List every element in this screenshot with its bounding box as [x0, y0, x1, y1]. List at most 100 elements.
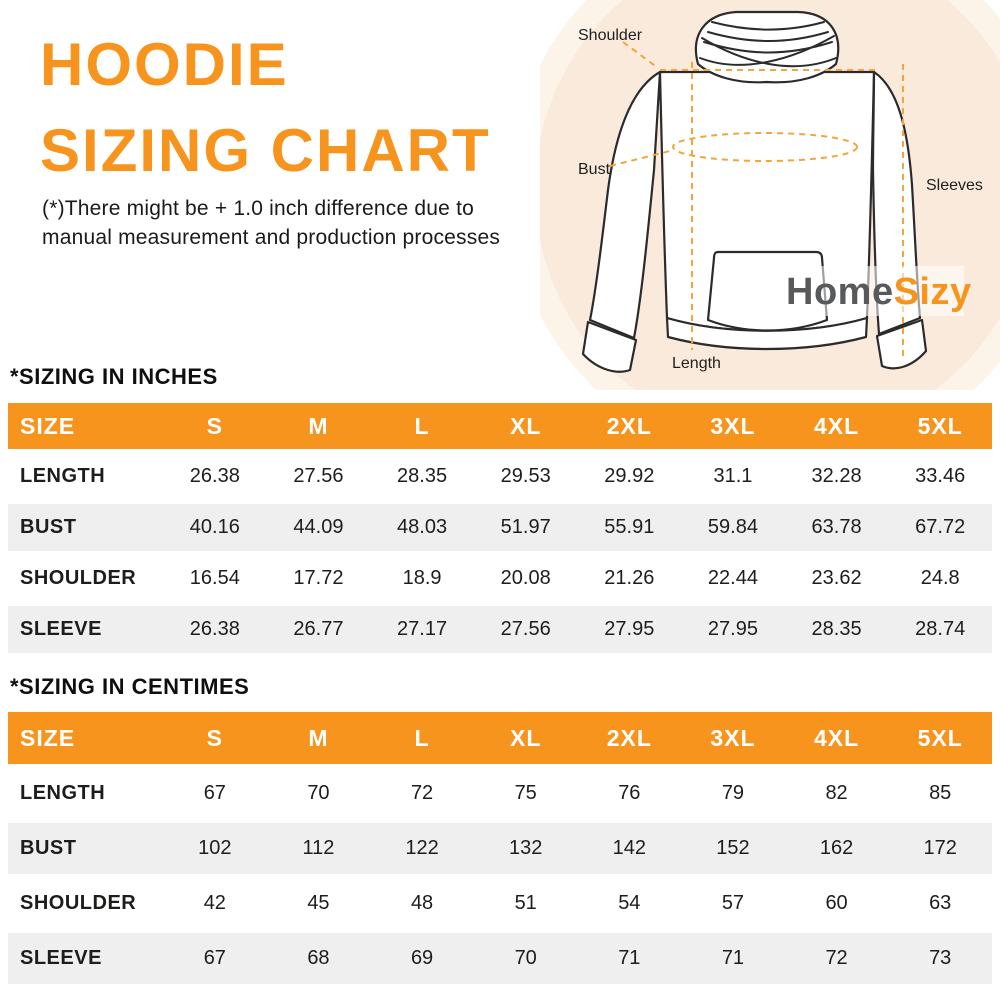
column-header-3xl: 3XL	[681, 403, 785, 449]
table-row-length: LENGTH 67 70 72 75 76 79 82 85	[8, 768, 992, 819]
column-header-m: M	[266, 403, 371, 449]
value-cell: 73	[888, 933, 992, 984]
column-header-4xl: 4XL	[784, 403, 889, 449]
disclaimer-line1: (*)There might be + 1.0 inch difference …	[42, 197, 474, 220]
table-row-length: LENGTH 26.38 27.56 28.35 29.53 29.92 31.1 32.28…	[8, 453, 992, 500]
header-row: SIZE S M L XL 2XL 3XL 4XL 5XL	[8, 403, 992, 449]
value-cell: 70	[473, 933, 578, 984]
column-header-l: L	[370, 403, 474, 449]
centimeters-section-heading: *SIZING IN CENTIMES	[10, 674, 250, 699]
value-cell: 68	[266, 933, 371, 984]
shoulder-label: Shoulder	[578, 27, 643, 44]
column-header-2xl: 2XL	[577, 712, 682, 764]
value-cell: 27.56	[473, 606, 578, 653]
value-cell: 63	[888, 878, 992, 929]
hoodie-measurement-diagram: Shoulder Bust Sleeves Length HomeSizy	[540, 0, 1000, 390]
shoulder-pointer-line	[622, 41, 659, 69]
value-cell: 67.72	[888, 504, 992, 551]
table-row-sleeve: SLEEVE 26.38 26.77 27.17 27.56 27.95 27.95 28.3…	[8, 606, 992, 653]
inches-size-table: SIZE S M L XL 2XL 3XL 4XL 5XL LENGTH 26.38 27.56 28.…	[8, 399, 992, 657]
bust-guide-ellipse	[672, 132, 858, 162]
hoodie-right-cuff	[875, 318, 928, 370]
value-cell: 44.09	[266, 504, 371, 551]
value-cell: 31.1	[681, 453, 785, 500]
value-cell: 63.78	[784, 504, 889, 551]
logo-text: HomeSizy	[786, 271, 972, 313]
value-cell: 75	[473, 768, 578, 819]
logo-backdrop	[778, 266, 964, 316]
value-cell: 55.91	[577, 504, 682, 551]
row-label: LENGTH	[8, 768, 163, 819]
value-cell: 51.97	[473, 504, 578, 551]
column-header-5xl: 5XL	[888, 712, 992, 764]
value-cell: 72	[784, 933, 889, 984]
value-cell: 26.38	[163, 606, 267, 653]
value-cell: 29.92	[577, 453, 682, 500]
value-cell: 48.03	[370, 504, 474, 551]
value-cell: 102	[163, 823, 267, 874]
hood-fold-lines	[699, 21, 837, 68]
length-label: Length	[672, 355, 721, 372]
value-cell: 72	[370, 768, 474, 819]
value-cell: 71	[577, 933, 682, 984]
value-cell: 27.95	[681, 606, 785, 653]
value-cell: 28.74	[888, 606, 992, 653]
value-cell: 26.38	[163, 453, 267, 500]
row-label: SHOULDER	[8, 555, 163, 602]
value-cell: 42	[163, 878, 267, 929]
value-cell: 69	[370, 933, 474, 984]
size-column-header: SIZE	[8, 403, 163, 449]
value-cell: 82	[784, 768, 889, 819]
value-cell: 33.46	[888, 453, 992, 500]
column-header-5xl: 5XL	[888, 403, 992, 449]
value-cell: 16.54	[163, 555, 267, 602]
table-row-bust: BUST 40.16 44.09 48.03 51.97 55.91 59.84 63.78 6…	[8, 504, 992, 551]
value-cell: 18.9	[370, 555, 474, 602]
table-row-sleeve: SLEEVE 67 68 69 70 71 71 72 73	[8, 933, 992, 984]
value-cell: 20.08	[473, 555, 578, 602]
value-cell: 17.72	[266, 555, 371, 602]
value-cell: 71	[681, 933, 785, 984]
value-cell: 67	[163, 933, 267, 984]
value-cell: 40.16	[163, 504, 267, 551]
row-label: SHOULDER	[8, 878, 163, 929]
row-label: SLEEVE	[8, 933, 163, 984]
value-cell: 24.8	[888, 555, 992, 602]
value-cell: 67	[163, 768, 267, 819]
column-header-3xl: 3XL	[681, 712, 785, 764]
disclaimer-text: (*)There might be + 1.0 inch difference …	[42, 194, 500, 252]
value-cell: 79	[681, 768, 785, 819]
value-cell: 59.84	[681, 504, 785, 551]
value-cell: 162	[784, 823, 889, 874]
hoodie-hem	[665, 316, 869, 351]
row-label: BUST	[8, 504, 163, 551]
page-title: HOODIE SIZING CHART	[40, 22, 491, 194]
inches-section-heading: *SIZING IN INCHES	[10, 364, 218, 389]
value-cell: 29.53	[473, 453, 578, 500]
sleeves-label: Sleeves	[926, 177, 983, 194]
column-header-m: M	[266, 712, 371, 764]
value-cell: 70	[266, 768, 371, 819]
brand-logo: HomeSizy	[778, 266, 972, 316]
value-cell: 27.17	[370, 606, 474, 653]
header-row: SIZE S M L XL 2XL 3XL 4XL 5XL	[8, 712, 992, 764]
value-cell: 23.62	[784, 555, 889, 602]
value-cell: 21.26	[577, 555, 682, 602]
column-header-s: S	[163, 403, 267, 449]
value-cell: 85	[888, 768, 992, 819]
value-cell: 132	[473, 823, 578, 874]
table-row-shoulder: SHOULDER 16.54 17.72 18.9 20.08 21.26 22.44 23.…	[8, 555, 992, 602]
value-cell: 152	[681, 823, 785, 874]
page-title-line2: SIZING CHART	[40, 117, 491, 184]
column-header-4xl: 4XL	[784, 712, 889, 764]
value-cell: 28.35	[370, 453, 474, 500]
value-cell: 57	[681, 878, 785, 929]
size-column-header: SIZE	[8, 712, 163, 764]
value-cell: 26.77	[266, 606, 371, 653]
value-cell: 112	[266, 823, 371, 874]
column-header-xl: XL	[473, 712, 578, 764]
disclaimer-line2: manual measurement and production proces…	[42, 226, 501, 249]
table-row-bust: BUST 102 112 122 132 142 152 162 172	[8, 823, 992, 874]
logo-part-home: Home	[786, 271, 894, 313]
column-header-xl: XL	[473, 403, 578, 449]
